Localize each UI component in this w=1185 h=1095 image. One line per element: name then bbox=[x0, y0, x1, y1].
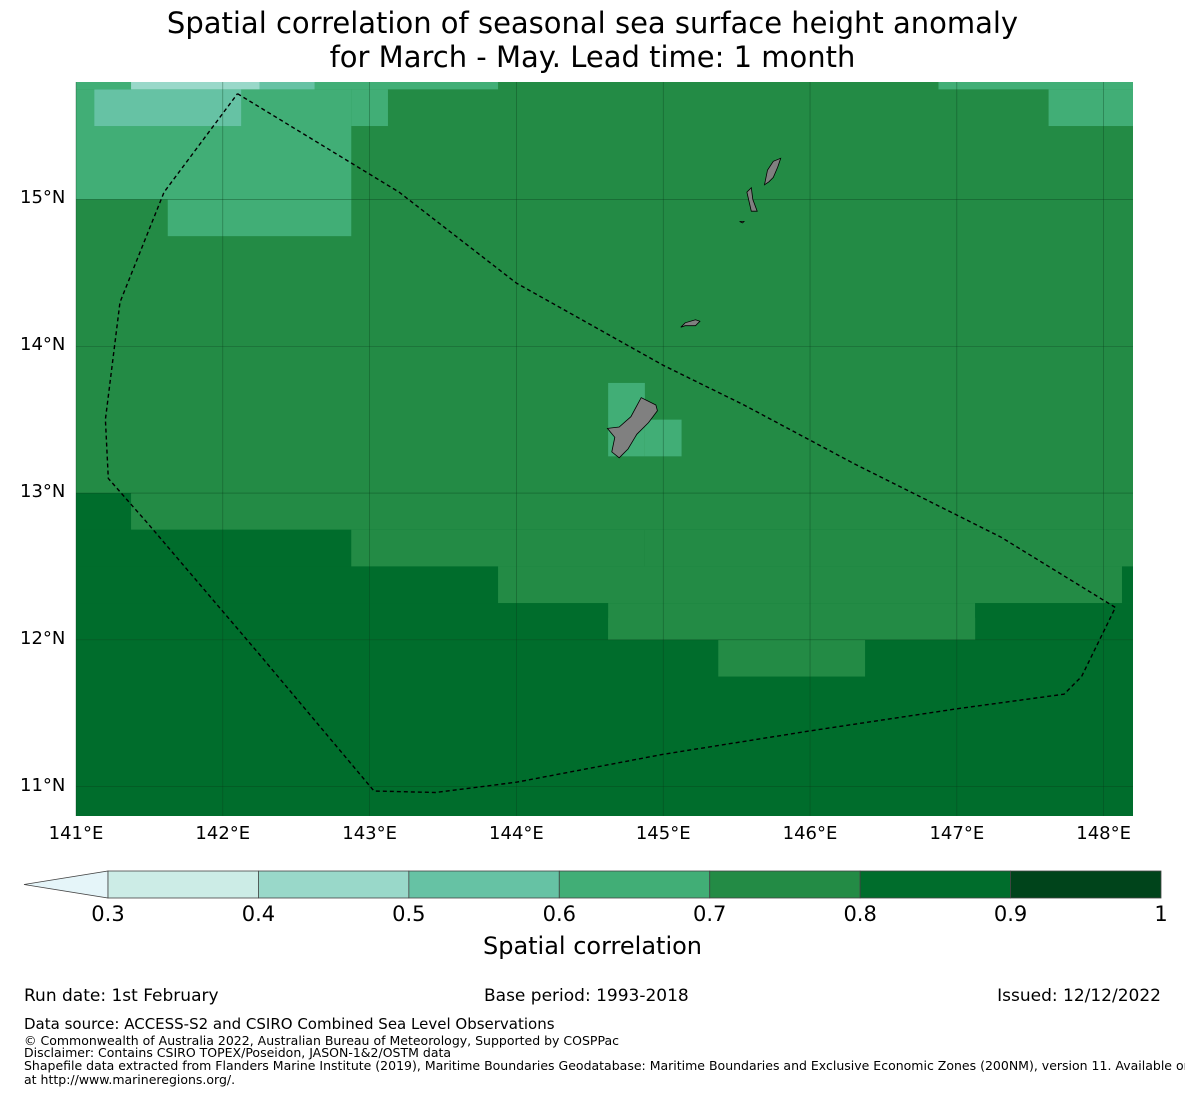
lat-tick-label: 13°N bbox=[20, 481, 66, 503]
colorbar-tick-label: 0.8 bbox=[843, 902, 877, 926]
lat-tick-label: 14°N bbox=[20, 334, 66, 356]
correlation-cell-11 bbox=[975, 603, 1133, 640]
colorbar-label: Spatial correlation bbox=[482, 932, 703, 960]
lon-tick-label: 147°E bbox=[929, 823, 985, 844]
colorbar-extend-arrow bbox=[23, 870, 109, 899]
map-gridlines bbox=[75, 82, 1133, 816]
lon-tick-label: 143°E bbox=[342, 823, 397, 844]
correlation-cell-20 bbox=[259, 82, 315, 90]
correlation-cell-2 bbox=[131, 493, 1134, 530]
correlation-cell-3 bbox=[76, 529, 352, 567]
colorbar-tick-label: 0.9 bbox=[993, 902, 1028, 926]
lat-tick-label: 15°N bbox=[20, 187, 66, 209]
correlation-cell-13 bbox=[718, 639, 866, 677]
lon-tick-label: 142°E bbox=[195, 823, 251, 844]
copyright-notice: © Commonwealth of Australia 2022, Austra… bbox=[24, 1033, 619, 1048]
correlation-map bbox=[75, 82, 1134, 816]
shapefile-credit-line-1: Shapefile data extracted from Flanders M… bbox=[24, 1058, 1185, 1073]
correlation-cell-5 bbox=[644, 529, 1133, 567]
lon-tick-label: 148°E bbox=[1076, 823, 1131, 844]
island-saipan bbox=[763, 157, 782, 186]
shapefile-credit-line-2: at http://www.marineregions.org/. bbox=[24, 1072, 236, 1087]
lat-tick-label: 12°N bbox=[20, 627, 66, 649]
correlation-cell-7 bbox=[498, 566, 1133, 604]
island-aguijan bbox=[739, 221, 746, 224]
correlation-cell-4 bbox=[351, 529, 645, 567]
correlation-cell-17 bbox=[94, 89, 242, 127]
correlation-cell-16 bbox=[167, 199, 352, 237]
chart-title-line-2: for March - May. Lead time: 1 month bbox=[329, 40, 856, 74]
run-date: Run date: 1st February bbox=[24, 986, 219, 1006]
colorbar-segment bbox=[408, 870, 560, 899]
colorbar-tick-label: 0.3 bbox=[91, 902, 125, 926]
colorbar-segment bbox=[107, 870, 259, 899]
correlation-cell-6 bbox=[76, 566, 499, 604]
colorbar bbox=[23, 870, 1162, 899]
eez-boundary-line bbox=[104, 93, 1117, 794]
colorbar-tick-label: 1 bbox=[1154, 902, 1168, 926]
chart-title-line-1: Spatial correlation of seasonal sea surf… bbox=[166, 6, 1019, 40]
lat-tick-label: 11°N bbox=[20, 774, 66, 796]
data-source: Data source: ACCESS-S2 and CSIRO Combine… bbox=[24, 1015, 555, 1033]
island-guam bbox=[606, 397, 658, 459]
correlation-cell-1 bbox=[76, 493, 132, 530]
correlation-cell-10 bbox=[608, 603, 976, 640]
colorbar-segment bbox=[258, 870, 410, 899]
correlation-cell-12 bbox=[76, 639, 1133, 816]
colorbar-tick-label: 0.5 bbox=[392, 902, 426, 926]
correlation-cell-9 bbox=[76, 603, 609, 640]
colorbar-segment bbox=[859, 870, 1011, 899]
colorbar-segment bbox=[709, 870, 861, 899]
land-masses bbox=[606, 157, 782, 459]
disclaimer: Disclaimer: Contains CSIRO TOPEX/Poseido… bbox=[24, 1045, 452, 1060]
lon-tick-label: 146°E bbox=[782, 823, 838, 844]
lon-tick-label: 145°E bbox=[635, 823, 691, 844]
colorbar-tick-label: 0.7 bbox=[693, 902, 727, 926]
colorbar-segment bbox=[558, 870, 711, 899]
colorbar-tick-label: 0.6 bbox=[542, 902, 576, 926]
colorbar-tick-label: 0.4 bbox=[241, 902, 276, 926]
island-tinian bbox=[746, 186, 758, 212]
base-period: Base period: 1993-2018 bbox=[484, 986, 689, 1006]
lon-tick-label: 144°E bbox=[489, 823, 544, 844]
correlation-cell-8 bbox=[1121, 566, 1133, 604]
correlation-cell-19 bbox=[131, 82, 260, 90]
correlation-cell-21 bbox=[938, 82, 1133, 90]
issued-date: Issued: 12/12/2022 bbox=[997, 986, 1161, 1006]
colorbar-segment bbox=[1010, 870, 1162, 899]
island-rota bbox=[680, 319, 701, 328]
correlation-cell-22 bbox=[1048, 89, 1133, 127]
lon-tick-label: 141°E bbox=[48, 823, 104, 844]
